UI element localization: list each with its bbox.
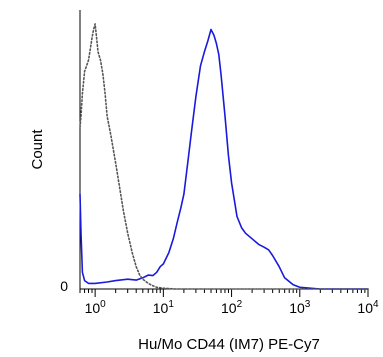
x-tick-label: 101: [153, 299, 175, 316]
x-tick-label: 102: [221, 299, 243, 316]
y-axis-title: Count: [29, 129, 46, 170]
y-tick-label: 0: [60, 278, 68, 294]
x-tick-label: 104: [357, 299, 379, 316]
x-major-ticks: [94, 289, 369, 297]
x-tick-labels: 100 101 102 103 104: [85, 299, 379, 316]
x-tick-label: 100: [85, 299, 107, 316]
series-layer: [79, 23, 369, 290]
control-histogram-line: [79, 23, 369, 290]
plot-frame: [79, 10, 368, 290]
x-tick-label: 103: [289, 299, 311, 316]
x-minor-ticks: [79, 289, 366, 293]
stained-histogram-line: [79, 28, 369, 290]
y-tick-labels: 0: [60, 278, 68, 294]
x-axis-title: Hu/Mo CD44 (IM7) PE-Cy7: [138, 336, 320, 353]
